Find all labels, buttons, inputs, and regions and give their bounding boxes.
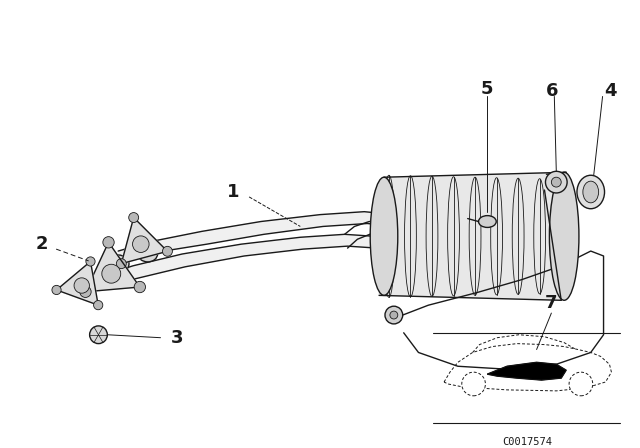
Circle shape	[129, 213, 139, 223]
Circle shape	[74, 278, 90, 293]
Circle shape	[569, 372, 593, 396]
Ellipse shape	[479, 215, 496, 228]
Polygon shape	[97, 234, 377, 290]
Text: 1: 1	[227, 183, 239, 201]
Ellipse shape	[108, 255, 129, 273]
Polygon shape	[122, 218, 168, 264]
Text: 5: 5	[481, 80, 493, 98]
Ellipse shape	[583, 181, 598, 203]
Polygon shape	[56, 262, 98, 305]
Ellipse shape	[370, 177, 398, 295]
Circle shape	[52, 285, 61, 295]
Circle shape	[552, 177, 561, 187]
Circle shape	[90, 326, 108, 344]
Circle shape	[86, 257, 95, 266]
Polygon shape	[118, 211, 397, 261]
Circle shape	[93, 301, 103, 310]
Text: 2: 2	[36, 235, 49, 253]
Circle shape	[163, 246, 172, 256]
Text: 3: 3	[171, 329, 184, 347]
Circle shape	[116, 258, 126, 269]
Text: 7: 7	[545, 294, 557, 312]
Text: C0017574: C0017574	[502, 437, 552, 447]
Text: 4: 4	[604, 82, 617, 99]
Circle shape	[132, 236, 149, 252]
Circle shape	[103, 237, 114, 248]
Ellipse shape	[138, 246, 157, 262]
Circle shape	[462, 372, 485, 396]
Text: 6: 6	[546, 82, 559, 99]
Circle shape	[134, 281, 145, 293]
Polygon shape	[488, 362, 566, 380]
Polygon shape	[86, 242, 140, 292]
Ellipse shape	[577, 175, 605, 209]
Polygon shape	[379, 172, 566, 300]
Ellipse shape	[549, 172, 579, 300]
Circle shape	[390, 311, 398, 319]
Circle shape	[385, 306, 403, 324]
Circle shape	[545, 171, 567, 193]
Circle shape	[80, 286, 91, 297]
Circle shape	[102, 264, 121, 283]
